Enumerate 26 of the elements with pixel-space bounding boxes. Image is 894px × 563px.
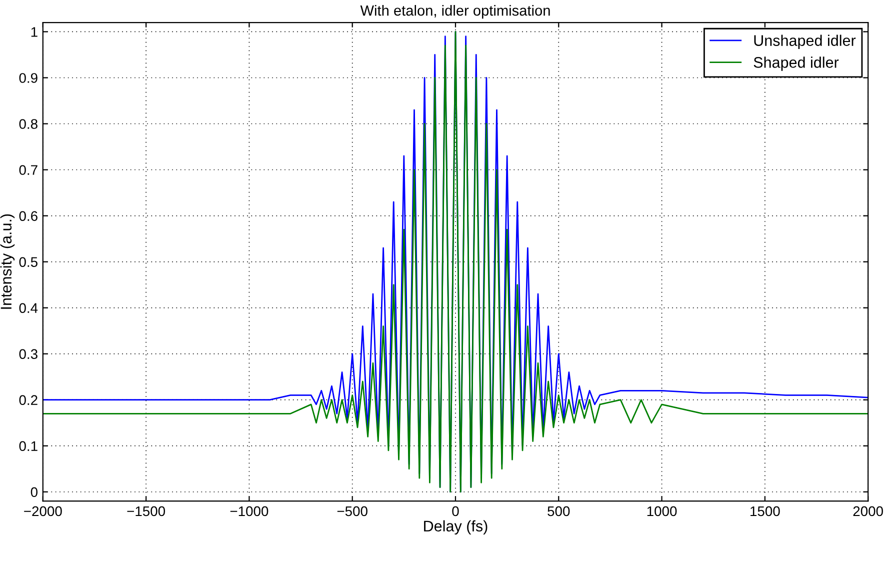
x-tick-label: 0 xyxy=(452,506,459,516)
x-tick-label: 1500 xyxy=(750,506,780,516)
y-tick-label: 0.6 xyxy=(19,211,38,221)
x-tick-label: −2000 xyxy=(24,506,62,516)
legend-label: Shaped idler xyxy=(754,56,839,71)
y-tick-label: 0.1 xyxy=(19,441,38,452)
line-series xyxy=(42,31,868,493)
y-axis-title: Intensity (a.u.) xyxy=(0,214,15,309)
y-tick-label: 1 xyxy=(31,27,38,37)
chart-title: With etalon, idler optimisation xyxy=(360,5,550,19)
x-tick-label: −1000 xyxy=(230,506,268,516)
y-tick-label: 0.7 xyxy=(19,165,38,175)
x-tick-label: 500 xyxy=(548,506,570,516)
x-tick-label: 1000 xyxy=(647,506,677,516)
y-tick-label: 0 xyxy=(30,487,38,498)
y-tick-label: 0.5 xyxy=(19,257,38,267)
x-tick-label: 2000 xyxy=(853,506,883,516)
legend-label: Unshaped idler xyxy=(754,34,856,49)
y-tick-label: 0.8 xyxy=(19,119,38,129)
x-axis-title: Delay (fs) xyxy=(424,520,488,535)
x-tick-label: −1500 xyxy=(127,506,166,516)
x-tick-label: −500 xyxy=(337,506,368,516)
y-tick-label: 0.2 xyxy=(19,395,38,406)
y-tick-label: 0.3 xyxy=(19,349,38,359)
y-tick-label: 0.9 xyxy=(19,73,38,83)
y-tick-label: 0.4 xyxy=(19,303,38,313)
